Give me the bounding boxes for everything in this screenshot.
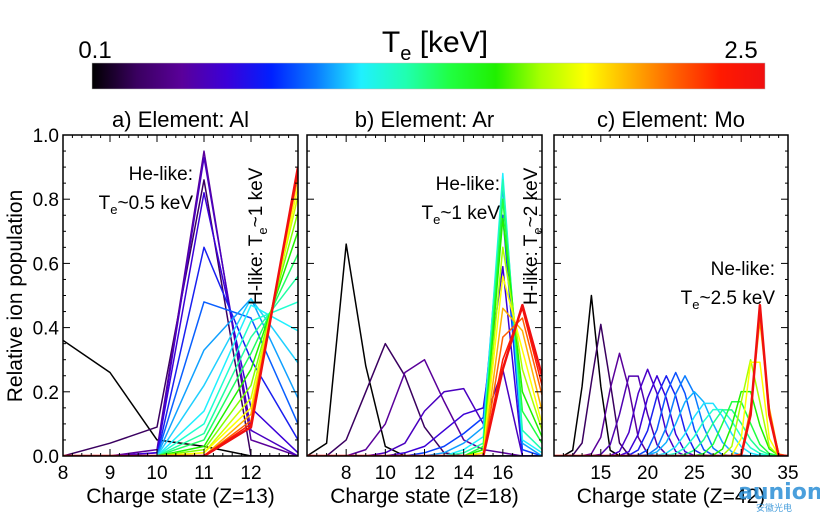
series-line bbox=[554, 323, 788, 456]
series-line bbox=[554, 390, 788, 456]
x-tick-label: 10 bbox=[375, 463, 396, 484]
panel-c: c) Element: Mo Charge state (Z=42)15 20 25 3… bbox=[553, 107, 799, 508]
annotation-rotated: H-like: Te~2 keV bbox=[521, 167, 545, 305]
series-line bbox=[307, 303, 542, 456]
series-line bbox=[307, 243, 542, 456]
series-line bbox=[554, 375, 788, 456]
x-tick-label: 20 bbox=[637, 463, 658, 484]
plot-frame bbox=[306, 134, 543, 457]
x-axis-label: Charge state (Z=42) bbox=[577, 485, 766, 508]
series-line bbox=[63, 211, 298, 456]
series-line bbox=[63, 166, 298, 456]
x-tick-label: 8 bbox=[341, 463, 352, 484]
y-tick-label: 1.0 bbox=[33, 126, 59, 147]
y-tick-label: 0.8 bbox=[33, 190, 59, 211]
series-line bbox=[63, 301, 298, 456]
series-line bbox=[554, 294, 788, 456]
annotation: He-like: bbox=[436, 174, 500, 195]
y-axis-label: Relative ion population bbox=[4, 190, 27, 402]
series-line bbox=[554, 352, 788, 456]
panel-a: a) Element: Al Charge state (Z=13) 0.0 0.2 0… bbox=[33, 107, 299, 508]
x-tick-label: 9 bbox=[105, 463, 116, 484]
series-group bbox=[63, 150, 298, 456]
panel-b: b) Element: Ar Charge state (Z=18)8 10 12 14… bbox=[306, 107, 545, 508]
series-line bbox=[554, 361, 788, 456]
colorbar-gradient bbox=[91, 62, 766, 90]
x-tick-label: 10 bbox=[146, 463, 167, 484]
annotation: Te~0.5 keV bbox=[99, 193, 194, 217]
annotation-rotated: H-like: Te~1 keV bbox=[246, 167, 270, 305]
series-line bbox=[63, 192, 298, 456]
series-line bbox=[307, 275, 542, 456]
x-tick-label: 25 bbox=[684, 463, 705, 484]
series-line bbox=[307, 217, 542, 456]
series-line bbox=[307, 265, 542, 456]
x-tick-label: 12 bbox=[414, 463, 435, 484]
annotation: Te~2.5 keV bbox=[681, 288, 776, 312]
series-line bbox=[554, 375, 788, 456]
series-line bbox=[307, 179, 542, 456]
x-tick-label: 35 bbox=[777, 463, 798, 484]
series-line bbox=[63, 275, 298, 456]
panel-title: c) Element: Mo bbox=[597, 107, 745, 132]
series-line bbox=[307, 307, 542, 456]
x-tick-label: 12 bbox=[240, 463, 261, 484]
x-tick-label: 15 bbox=[590, 463, 611, 484]
colorbar-title: Te [keV] bbox=[382, 26, 488, 65]
series-line bbox=[63, 304, 298, 456]
x-axis-label: Charge state (Z=18) bbox=[330, 485, 519, 508]
y-tick-label: 0.6 bbox=[33, 254, 59, 275]
x-tick-label: 14 bbox=[453, 463, 475, 484]
y-tick-label: 0.0 bbox=[33, 447, 59, 468]
series-line bbox=[63, 297, 298, 456]
series-line bbox=[63, 339, 298, 456]
series-line bbox=[554, 303, 788, 456]
annotation: He-like: bbox=[129, 164, 193, 185]
annotation: Ne-like: bbox=[711, 259, 775, 280]
series-line bbox=[307, 307, 542, 456]
series-line bbox=[554, 408, 788, 456]
y-tick-label: 0.4 bbox=[33, 319, 60, 340]
annotation: Te~1 keV bbox=[421, 203, 500, 227]
x-tick-label: 30 bbox=[731, 463, 752, 484]
x-axis-label: Charge state (Z=13) bbox=[86, 485, 275, 508]
series-line bbox=[307, 172, 542, 456]
series-line bbox=[63, 150, 298, 456]
series-line bbox=[554, 371, 788, 456]
series-line bbox=[554, 368, 788, 456]
colorbar-min-label: 0.1 bbox=[78, 37, 111, 64]
y-tick-label: 0.2 bbox=[33, 383, 59, 404]
series-line bbox=[554, 375, 788, 456]
series-line bbox=[307, 358, 542, 456]
series-line bbox=[63, 176, 298, 456]
series-line bbox=[307, 198, 542, 456]
series-line bbox=[307, 342, 542, 456]
watermark-logo: aunion 安徽光电 bbox=[738, 480, 820, 514]
colorbar: Te [keV] 0.1 2.5 bbox=[78, 26, 766, 90]
panel-title: b) Element: Ar bbox=[355, 107, 494, 132]
colorbar-max-label: 2.5 bbox=[724, 37, 757, 64]
panel-title: a) Element: Al bbox=[112, 107, 249, 132]
series-line bbox=[554, 402, 788, 456]
series-line bbox=[307, 246, 542, 456]
x-tick-label: 11 bbox=[194, 463, 214, 484]
series-line bbox=[63, 156, 298, 456]
x-tick-label: 16 bbox=[492, 463, 513, 484]
series-line bbox=[63, 253, 298, 456]
series-line bbox=[63, 231, 298, 456]
series-line bbox=[307, 317, 542, 456]
x-tick-label: 8 bbox=[58, 463, 69, 484]
series-group bbox=[554, 294, 788, 456]
series-line bbox=[554, 358, 788, 456]
